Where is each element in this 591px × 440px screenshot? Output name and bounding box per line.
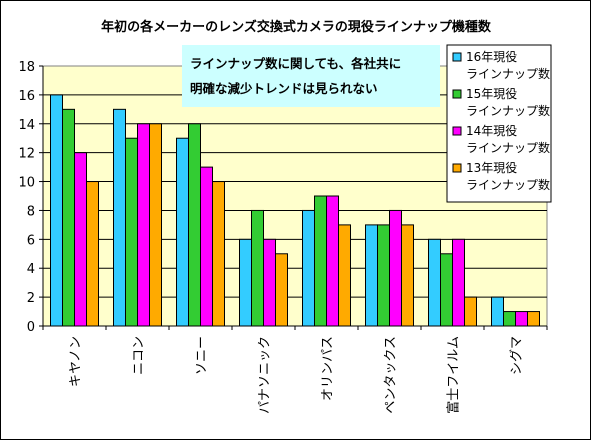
bar	[440, 253, 453, 327]
bar	[377, 224, 390, 327]
bar	[515, 311, 528, 327]
legend: 16年現役ラインナップ数15年現役ラインナップ数14年現役ラインナップ数13年現…	[446, 44, 552, 203]
legend-swatch	[452, 126, 462, 136]
y-tick-label: 2	[27, 291, 35, 306]
bar	[503, 311, 516, 327]
legend-swatch	[452, 163, 462, 173]
y-tick-label: 18	[18, 60, 35, 75]
y-tick-label: 16	[18, 89, 35, 104]
x-category-label: シグマ	[510, 336, 525, 375]
annotation-background	[182, 45, 440, 107]
legend-label: ラインナップ数	[466, 103, 550, 118]
bar	[401, 224, 414, 327]
legend-swatch	[452, 52, 462, 62]
bar	[113, 108, 126, 327]
bar	[365, 224, 378, 327]
x-category-label: ソニー	[195, 336, 210, 375]
legend-box	[446, 44, 552, 203]
bar	[452, 238, 465, 327]
x-category-label: ペンタックス	[384, 336, 399, 414]
y-tick-label: 6	[27, 233, 35, 248]
y-tick-label: 4	[27, 262, 35, 277]
bar	[188, 123, 201, 327]
annotation-box: ラインナップ数に関しても、各社共に 明確な減少トレンドは見られない	[182, 45, 440, 107]
legend-label: ラインナップ数	[466, 66, 550, 81]
bar	[527, 311, 540, 327]
y-tick-label: 10	[18, 176, 35, 191]
x-category-label: ニコン	[132, 336, 147, 375]
bar	[389, 209, 402, 327]
y-tick-label: 12	[18, 147, 35, 162]
bar	[314, 195, 327, 327]
bar	[50, 94, 63, 327]
bar	[302, 209, 315, 327]
y-tick-label: 0	[27, 320, 35, 335]
bar	[149, 123, 162, 327]
bar	[275, 253, 288, 327]
bar	[263, 238, 276, 327]
bar	[491, 296, 504, 327]
x-category-label: 富士フイルム	[446, 336, 462, 414]
bar	[200, 166, 213, 327]
legend-label: 15年現役	[466, 86, 517, 101]
x-category-label: パナソニック	[258, 336, 273, 414]
bar	[137, 123, 150, 327]
bar	[212, 181, 225, 327]
annotation-line-1: ラインナップ数に関しても、各社共に	[190, 56, 401, 71]
legend-label: ラインナップ数	[466, 140, 550, 155]
legend-label: 13年現役	[466, 160, 517, 175]
bar	[428, 238, 441, 327]
bar	[62, 108, 75, 327]
annotation-line-2: 明確な減少トレンドは見られない	[190, 81, 378, 96]
chart-title: 年初の各メーカーのレンズ交換式カメラの現役ラインナップ機種数	[101, 19, 492, 35]
x-category-label: オリンパス	[321, 336, 336, 401]
y-tick-label: 14	[18, 118, 35, 133]
legend-swatch	[452, 89, 462, 99]
bar	[239, 238, 252, 327]
bar	[251, 209, 264, 327]
bar	[176, 137, 189, 327]
bar	[464, 296, 477, 327]
legend-label: 16年現役	[466, 49, 517, 64]
bar	[125, 137, 138, 327]
bar	[338, 224, 351, 327]
bar	[326, 195, 339, 327]
y-tick-label: 8	[27, 204, 35, 219]
x-category-label: キヤノン	[69, 336, 84, 387]
bar	[86, 181, 99, 327]
bar	[74, 152, 87, 327]
legend-label: 14年現役	[466, 123, 517, 138]
legend-label: ラインナップ数	[466, 177, 550, 192]
